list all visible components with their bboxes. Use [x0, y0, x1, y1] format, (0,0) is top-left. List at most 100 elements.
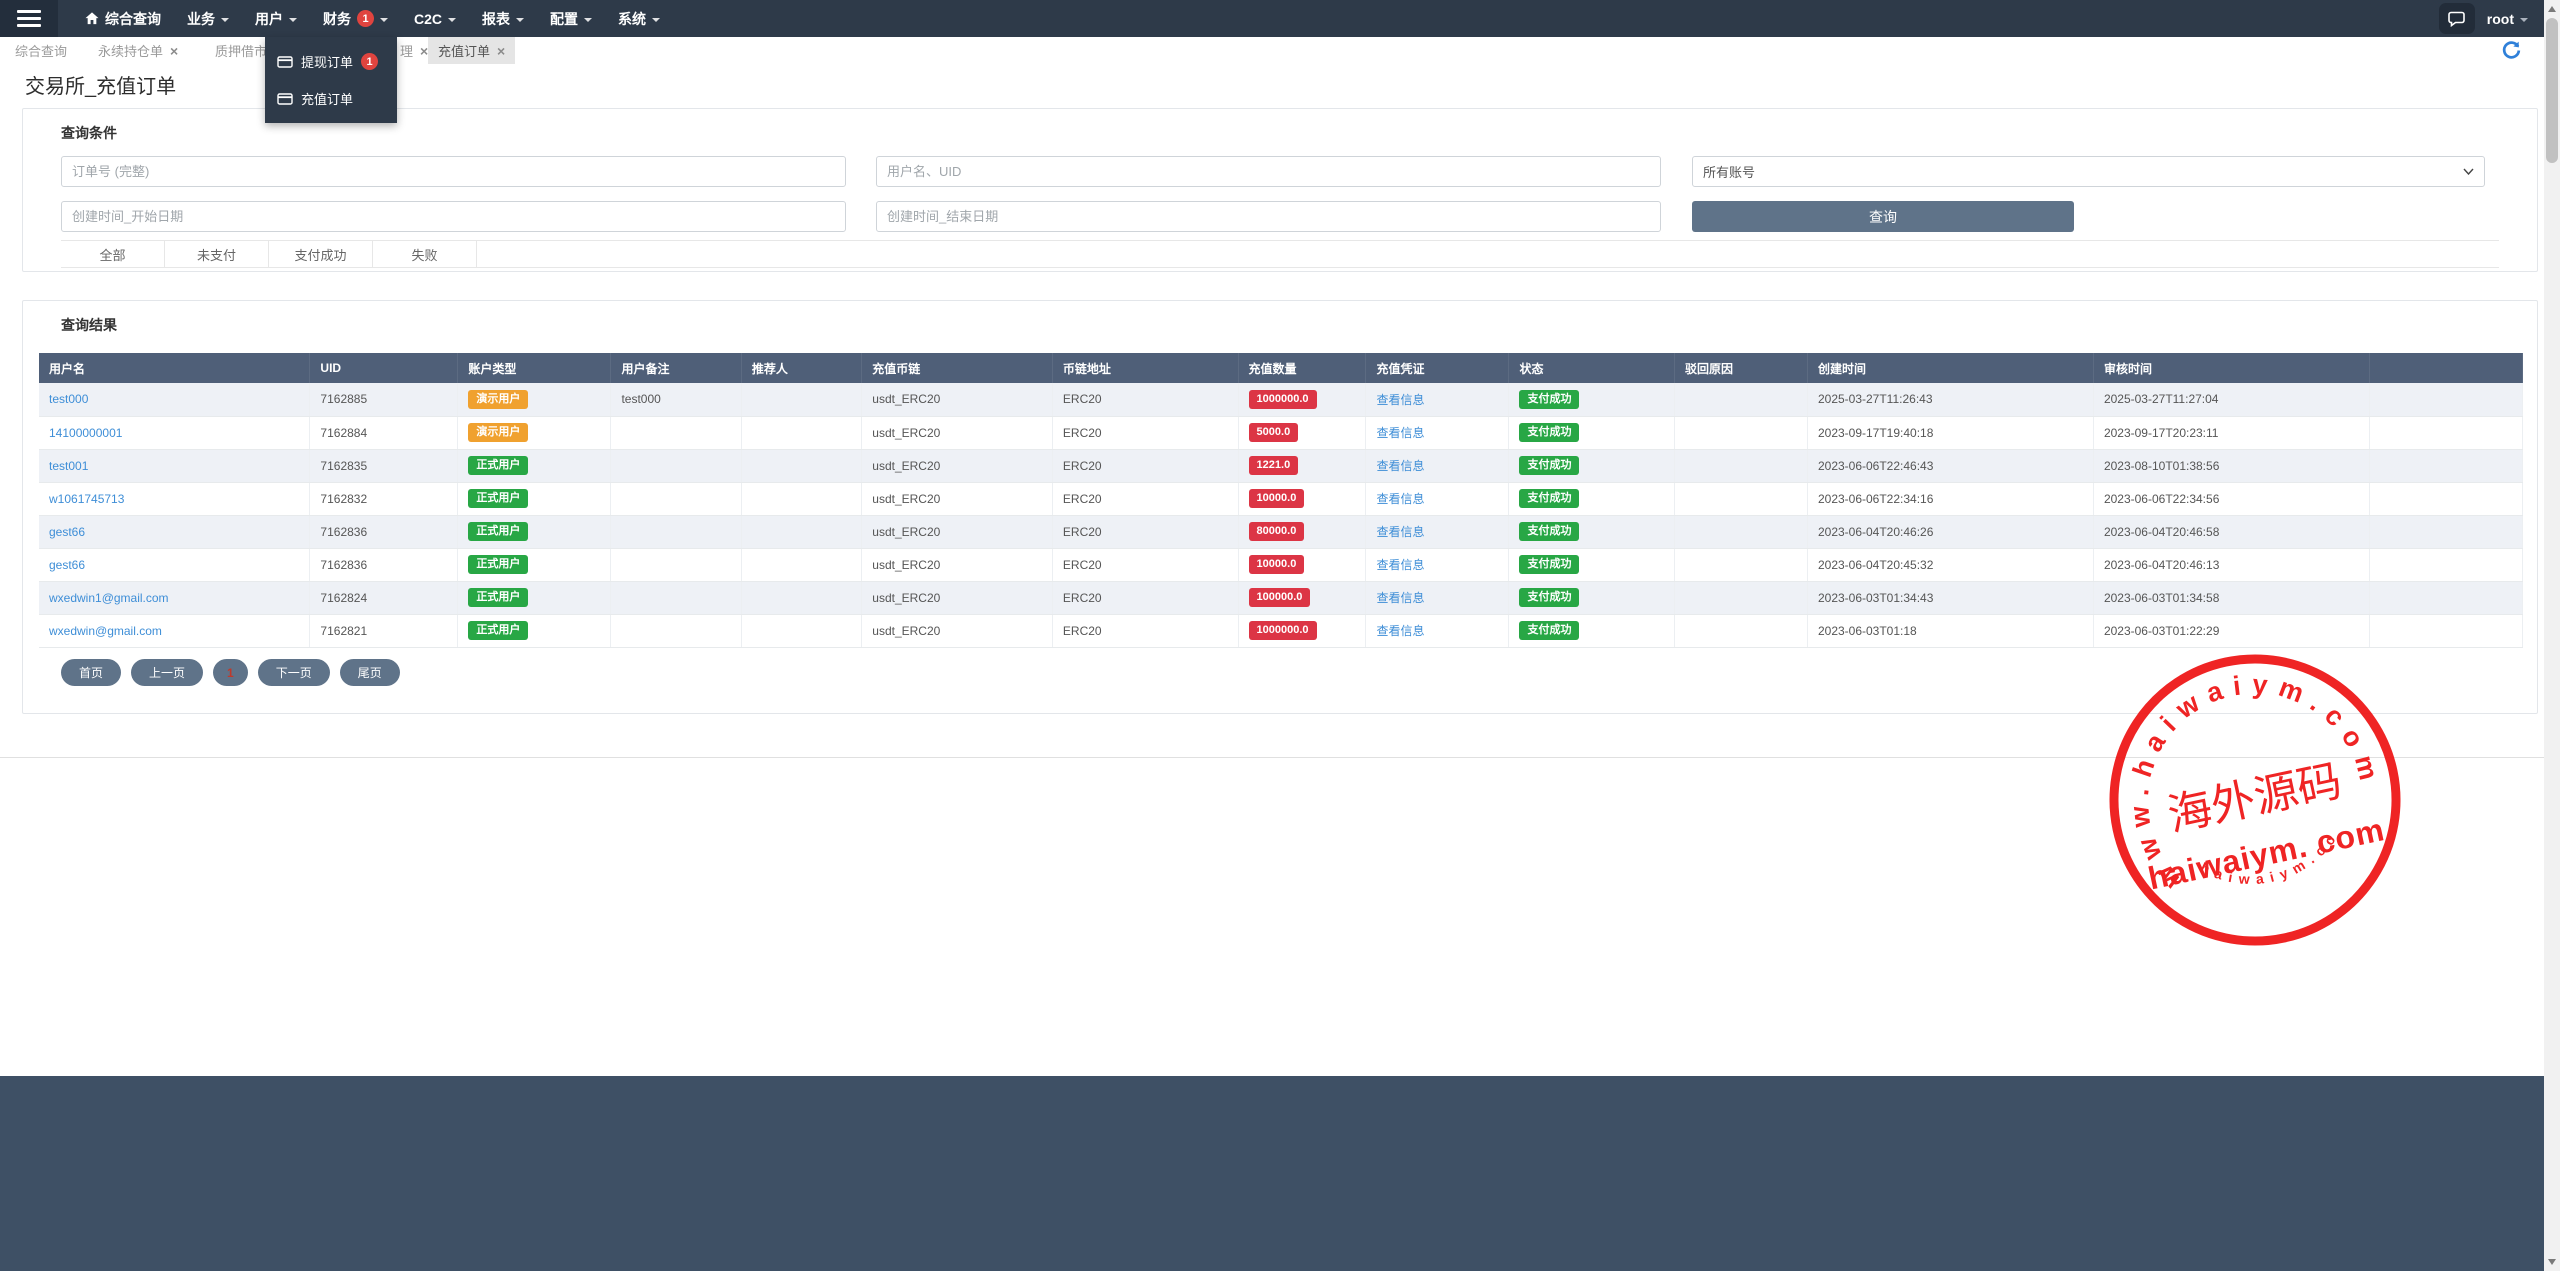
nav-item-6[interactable]: 报表: [469, 0, 537, 37]
voucher-link[interactable]: 查看信息: [1376, 392, 1425, 407]
username-link[interactable]: wxedwin@gmail.com: [49, 623, 162, 638]
filter-tab-4[interactable]: 失败: [373, 241, 477, 267]
credit-card-icon: [277, 55, 293, 68]
dropdown-item-badge: 1: [361, 53, 379, 70]
dropdown-item-2[interactable]: 充值订单: [265, 80, 397, 117]
uid-cell: 7162832: [309, 482, 459, 516]
order-no-input[interactable]: [61, 156, 846, 187]
coin-cell: usdt_ERC20: [861, 515, 1053, 549]
close-icon[interactable]: ×: [170, 42, 179, 59]
account-type-badge: 正式用户: [457, 548, 612, 582]
nav-item-1[interactable]: 综合查询: [72, 0, 174, 37]
created-at-cell: 2023-06-06T22:34:16: [1807, 482, 2094, 516]
nav-item-3[interactable]: 用户: [242, 0, 310, 37]
chat-button[interactable]: [2438, 3, 2475, 34]
nav-item-7[interactable]: 配置: [537, 0, 605, 37]
voucher-link[interactable]: 查看信息: [1376, 558, 1425, 572]
amount-badge: 100000.0: [1248, 588, 1311, 607]
nav-item-5[interactable]: C2C: [401, 0, 469, 37]
amount-badge: 100000.0: [1238, 581, 1367, 615]
created-at-cell: 2023-09-17T19:40:18: [1807, 416, 2094, 450]
uid-cell: 7162836: [309, 548, 459, 582]
reject-reason-cell: [1674, 515, 1808, 549]
username-link[interactable]: gest66: [49, 557, 86, 572]
username-link[interactable]: test001: [49, 458, 89, 473]
first-page-button[interactable]: 首页: [61, 659, 122, 686]
referrer-cell: [741, 581, 863, 615]
vertical-scrollbar[interactable]: [2544, 0, 2560, 1271]
username-link[interactable]: 14100000001: [49, 425, 123, 440]
coin-cell: usdt_ERC20: [861, 383, 1053, 417]
status-badge: 支付成功: [1508, 482, 1676, 516]
nav-item-8[interactable]: 系统: [605, 0, 673, 37]
finance-dropdown-menu: 提现订单 1 充值订单: [265, 37, 397, 123]
status-badge: 支付成功: [1519, 555, 1580, 574]
tab-5[interactable]: 充值订单 ×: [428, 37, 516, 64]
filter-tab-2[interactable]: 未支付: [165, 241, 269, 267]
voucher-link[interactable]: 查看信息: [1376, 525, 1425, 539]
tab-4[interactable]: 理 ×: [390, 37, 438, 64]
username-link: 14100000001: [39, 416, 311, 450]
prev-page-button[interactable]: 上一页: [131, 659, 204, 686]
last-page-button[interactable]: 尾页: [339, 659, 400, 686]
voucher-link: 查看信息: [1365, 581, 1510, 615]
amount-badge: 5000.0: [1248, 423, 1299, 442]
voucher-link[interactable]: 查看信息: [1376, 624, 1425, 638]
username-link[interactable]: test000: [49, 392, 89, 407]
username-link[interactable]: w1061745713: [49, 491, 125, 506]
voucher-link: 查看信息: [1365, 482, 1510, 516]
search-button[interactable]: 查询: [1692, 201, 2074, 232]
scrollbar-thumb[interactable]: [2546, 18, 2558, 163]
account-type-badge: 正式用户: [457, 449, 612, 483]
referrer-cell: [741, 383, 863, 417]
filter-tab-1[interactable]: 全部: [61, 241, 165, 267]
remark-cell: [610, 416, 742, 450]
column-header-4: 用户备注: [610, 353, 742, 383]
start-date-input[interactable]: [61, 201, 846, 232]
sidebar-toggle-button[interactable]: [0, 0, 58, 37]
username-link[interactable]: gest66: [49, 524, 86, 539]
status-badge: 支付成功: [1519, 489, 1580, 508]
account-type-badge: 正式用户: [468, 588, 529, 607]
amount-badge: 5000.0: [1238, 416, 1367, 450]
reject-reason-cell: [1674, 548, 1808, 582]
current-page-button[interactable]: 1: [213, 659, 248, 686]
main-menu: 综合查询 业务 用户 财务 1 C2C 报表 配置 系统: [72, 0, 673, 37]
close-icon[interactable]: ×: [420, 42, 429, 59]
select-chevron-icon: [2463, 168, 2474, 175]
filter-tab-3[interactable]: 支付成功: [269, 241, 373, 267]
voucher-link[interactable]: 查看信息: [1376, 492, 1425, 506]
voucher-link[interactable]: 查看信息: [1376, 459, 1425, 473]
tab-1[interactable]: 综合查询: [5, 37, 77, 64]
account-type-badge: 正式用户: [468, 456, 529, 475]
end-date-input[interactable]: [876, 201, 1661, 232]
tab-2[interactable]: 永续持仓单 ×: [88, 37, 188, 64]
stamp-center-chinese: 海外源码: [2163, 755, 2346, 841]
status-badge: 支付成功: [1508, 515, 1676, 549]
close-icon[interactable]: ×: [497, 42, 506, 59]
nav-item-4[interactable]: 财务 1: [310, 0, 401, 37]
account-type-select[interactable]: 所有账号: [1692, 156, 2485, 187]
user-uid-input[interactable]: [876, 156, 1661, 187]
nav-item-2[interactable]: 业务: [174, 0, 242, 37]
refresh-button[interactable]: [2501, 40, 2522, 66]
amount-badge: 1221.0: [1248, 456, 1299, 475]
nav-badge: 1: [357, 10, 374, 27]
results-panel-title: 查询结果: [61, 317, 117, 333]
user-menu[interactable]: root: [2487, 11, 2528, 27]
next-page-button[interactable]: 下一页: [257, 659, 330, 686]
scroll-up-arrow-icon[interactable]: [2548, 6, 2556, 12]
voucher-link: 查看信息: [1365, 614, 1510, 648]
dropdown-item-1[interactable]: 提现订单 1: [265, 43, 397, 80]
tab-label: 质押借市: [215, 44, 268, 59]
audited-at-cell: 2023-08-10T01:38:56: [2093, 449, 2370, 483]
voucher-link[interactable]: 查看信息: [1376, 426, 1425, 440]
username-link[interactable]: wxedwin1@gmail.com: [49, 590, 169, 605]
account-type-badge: 演示用户: [468, 389, 529, 409]
voucher-link[interactable]: 查看信息: [1376, 591, 1425, 605]
uid-cell: 7162824: [309, 581, 459, 615]
created-at-cell: 2023-06-03T01:18: [1807, 614, 2094, 648]
username-link: gest66: [39, 548, 311, 582]
column-header-6: 充值币链: [861, 353, 1053, 383]
scroll-down-arrow-icon[interactable]: [2548, 1259, 2556, 1265]
